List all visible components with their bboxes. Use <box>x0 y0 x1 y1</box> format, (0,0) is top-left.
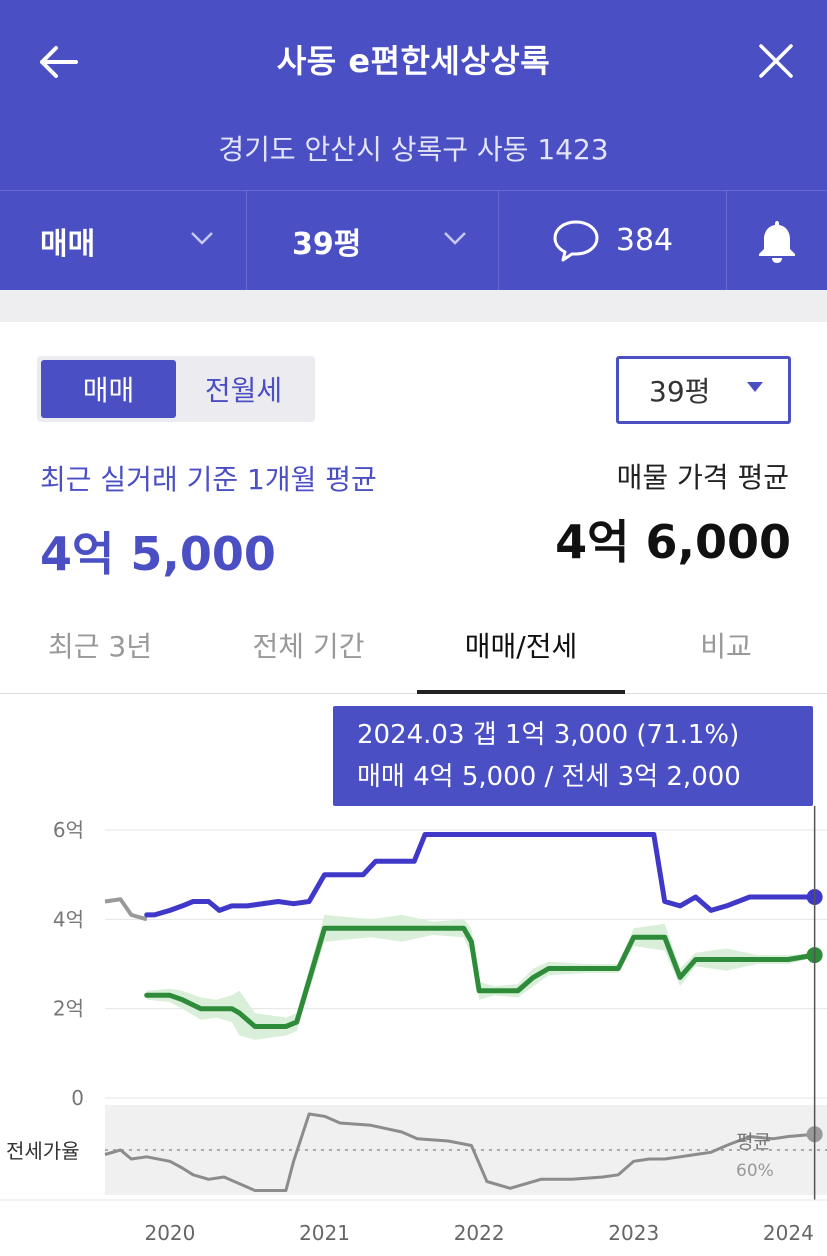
notification-button[interactable] <box>727 191 827 290</box>
trade-segment-control: 매매 전월세 <box>37 356 315 422</box>
y-tick-label: 6억 <box>53 818 84 842</box>
header-filter-bar: 매매 39평 384 <box>0 191 827 290</box>
size-select-label: 39평 <box>649 375 711 408</box>
recent-average-label: 최근 실거래 기준 1개월 평균 <box>40 463 377 496</box>
app-header: 사동 e편한세상상록 경기도 안산시 상록구 사동 1423 매매 39평 38… <box>0 0 827 290</box>
jeonse-price-line <box>144 925 818 1029</box>
header-divider <box>0 190 827 191</box>
chevron-down-icon <box>444 232 466 245</box>
size-select[interactable]: 39평 <box>616 356 791 424</box>
back-button[interactable] <box>30 38 86 86</box>
tab-compare[interactable]: 비교 <box>700 629 752 663</box>
listing-average-label: 매물 가격 평균 <box>616 461 789 494</box>
tab-all-period[interactable]: 전체 기간 <box>252 629 365 663</box>
ratio-average-value: 60% <box>736 1161 774 1181</box>
apartment-address: 경기도 안산시 상록구 사동 1423 <box>218 133 609 166</box>
ratio-axis-label: 전세가율 <box>6 1139 80 1163</box>
chevron-down-icon <box>191 232 213 245</box>
arrow-left-icon <box>40 46 78 78</box>
listing-average-value: 4억 6,000 <box>555 515 791 569</box>
trade-type-label: 매매 <box>40 226 96 262</box>
size-label: 39평 <box>292 226 362 262</box>
x-tick-label: 2022 <box>454 1221 505 1245</box>
trade-type-dropdown[interactable]: 매매 <box>0 191 247 290</box>
size-dropdown[interactable]: 39평 <box>247 191 499 290</box>
x-tick-label: 2024 <box>763 1221 814 1245</box>
sale-price-line <box>144 832 818 918</box>
x-tick-label: 2021 <box>299 1221 350 1245</box>
close-button[interactable] <box>751 36 801 86</box>
y-tick-label: 4억 <box>53 907 84 931</box>
tab-recent-3-years[interactable]: 최근 3년 <box>48 629 152 663</box>
segment-rent[interactable]: 전월세 <box>204 374 283 407</box>
triangle-down-icon <box>747 382 763 392</box>
recent-average-value: 4억 5,000 <box>40 527 276 581</box>
apartment-title: 사동 e편한세상상록 <box>276 42 551 80</box>
close-icon <box>759 44 793 78</box>
section-separator <box>0 290 827 322</box>
x-tick-label: 2020 <box>144 1221 195 1245</box>
y-tick-label: 2억 <box>53 997 84 1021</box>
comments-button[interactable]: 384 <box>499 191 727 290</box>
chart-tooltip: 2024.03 갭 1억 3,000 (71.1%) 매매 4억 5,000 /… <box>333 706 813 806</box>
speech-bubble-icon <box>553 220 599 261</box>
bell-icon <box>759 220 795 263</box>
segment-sale[interactable]: 매매 <box>41 360 176 418</box>
comment-count: 384 <box>615 223 674 258</box>
y-tick-label: 0 <box>71 1086 84 1110</box>
tab-sale-jeonse[interactable]: 매매/전세 <box>417 596 625 694</box>
sale-history-tail <box>104 897 148 922</box>
ratio-average-label: 평균 <box>736 1131 771 1153</box>
tooltip-price-line: 매매 4억 5,000 / 전세 3억 2,000 <box>357 762 741 792</box>
chart-tabs: 최근 3년 전체 기간 매매/전세 비교 <box>0 596 827 694</box>
tooltip-gap-line: 2024.03 갭 1억 3,000 (71.1%) <box>357 720 740 750</box>
jeonse-range-band <box>146 914 815 1040</box>
jeonse-ratio-line <box>104 1112 815 1192</box>
x-tick-label: 2023 <box>608 1221 659 1245</box>
